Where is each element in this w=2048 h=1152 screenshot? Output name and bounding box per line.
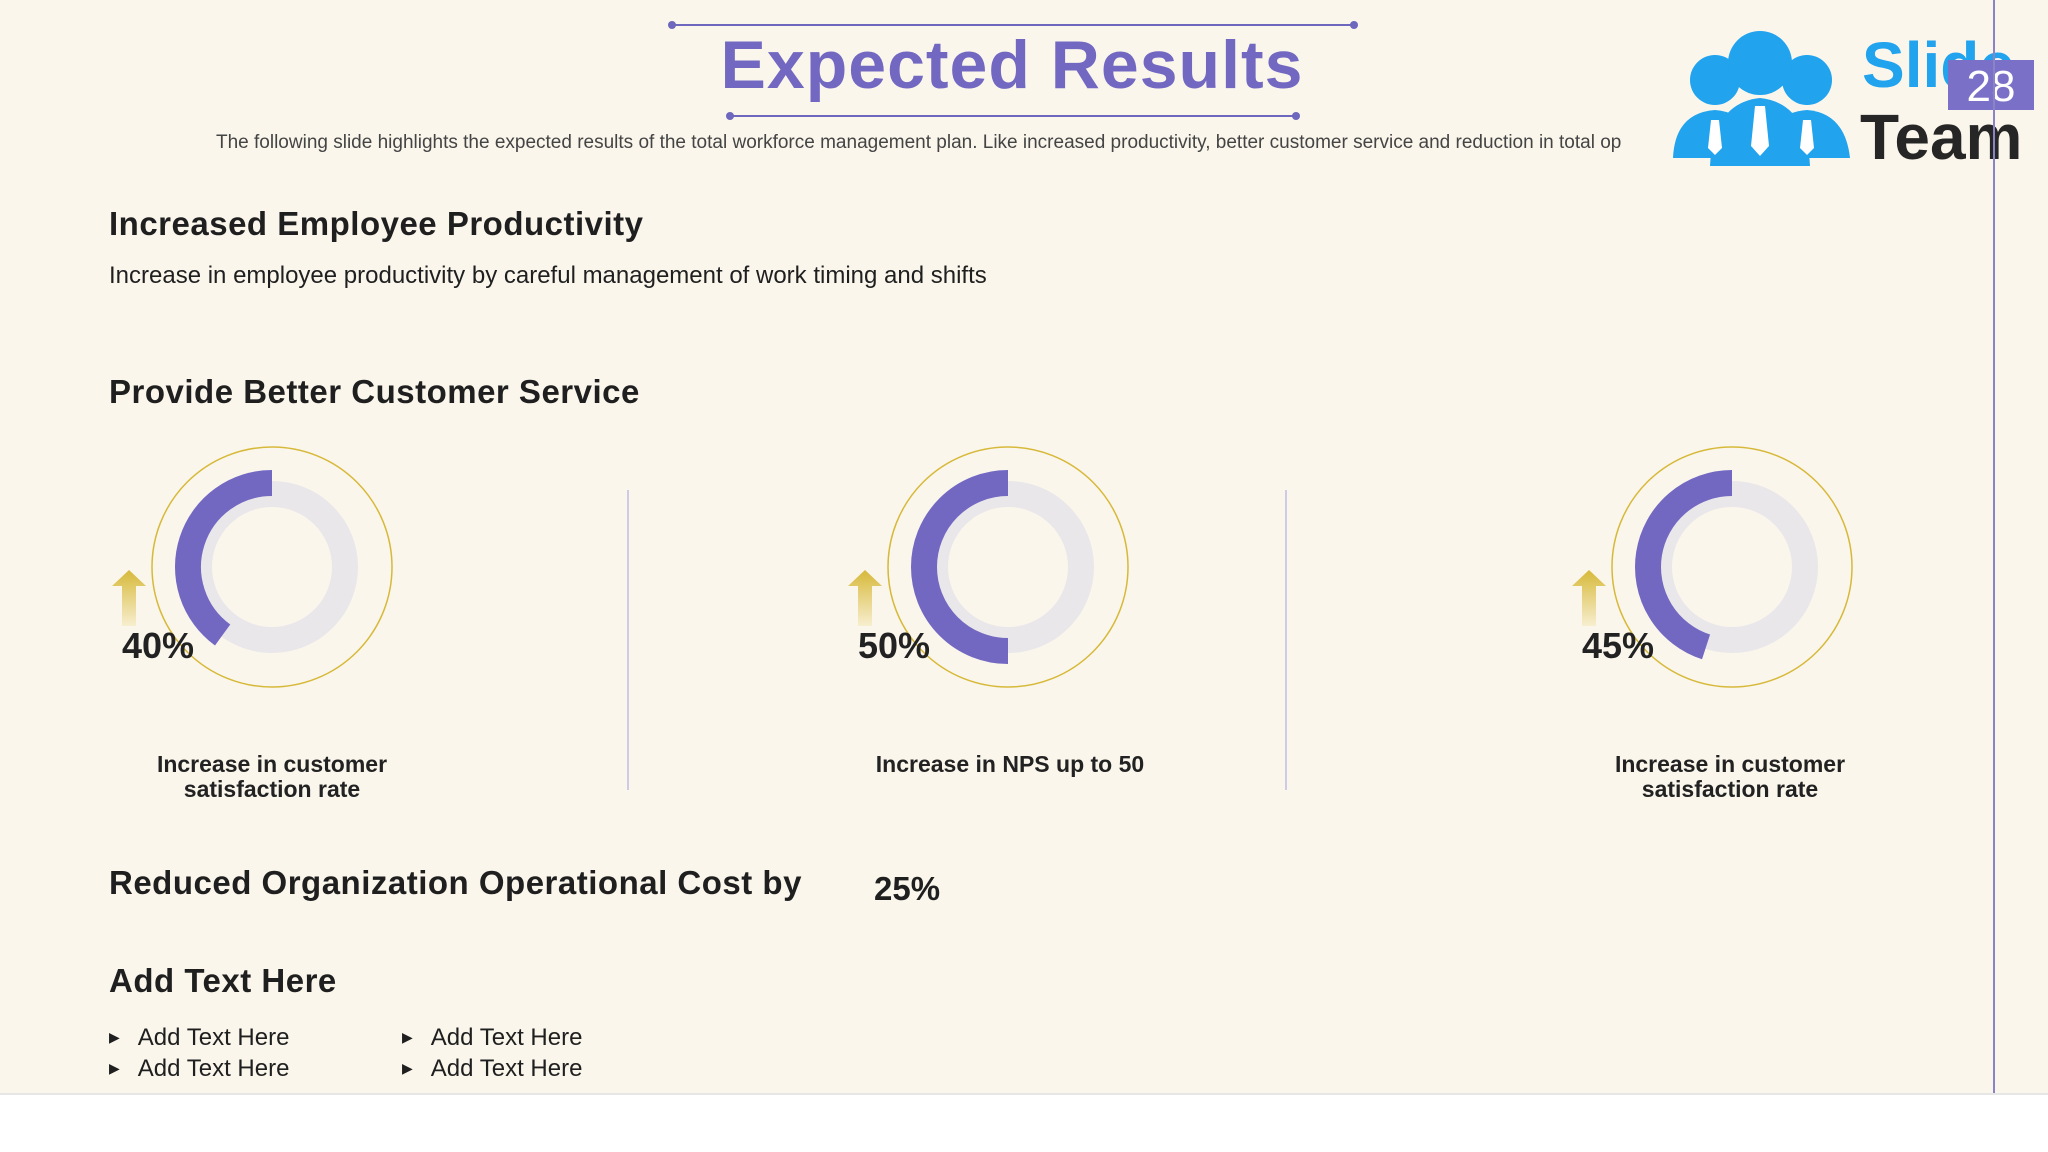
logo-text-team: Team	[1860, 101, 2023, 173]
bullet-triangle-icon: ▶	[402, 1029, 413, 1045]
arrow-shape	[112, 570, 146, 626]
slide: Expected Results The following slide hig…	[0, 0, 2048, 1093]
arrow-shape	[848, 570, 882, 626]
up-arrow-icon	[848, 570, 882, 626]
metric-caption: Increase in customer satisfaction rate	[156, 751, 388, 802]
subtitle: The following slide highlights the expec…	[216, 132, 1622, 153]
bullet-text: Add Text Here	[430, 1055, 583, 1082]
bullet-item: ▶ Add Text Here	[402, 1055, 582, 1083]
metric-value: 50%	[858, 625, 931, 666]
right-rule	[1993, 0, 1995, 1093]
metric-value: 40%	[122, 625, 195, 666]
productivity-text: Increase in employee productivity by car…	[109, 262, 987, 289]
bullet-text: Add Text Here	[137, 1024, 290, 1051]
metric-value: 45%	[1582, 625, 1655, 666]
donut-value-arc	[175, 470, 273, 646]
heading-productivity: Increased Employee Productivity	[109, 205, 644, 242]
bullet-item: ▶ Add Text Here	[109, 1024, 289, 1052]
arrow-shape	[1572, 570, 1606, 626]
column-divider	[627, 490, 629, 790]
up-arrow-icon	[112, 570, 146, 626]
bottom-edge	[0, 1093, 2048, 1095]
bullet-triangle-icon: ▶	[402, 1060, 413, 1076]
bullet-item: ▶ Add Text Here	[109, 1055, 289, 1083]
page-title: Expected Results	[720, 27, 1304, 103]
gauge-nps-50	[848, 440, 1148, 700]
donut-chart	[848, 446, 1129, 688]
outer-ring	[1611, 446, 1853, 688]
heading-cost: Reduced Organization Operational Cost by	[109, 864, 802, 901]
bullet-item: ▶ Add Text Here	[402, 1024, 582, 1052]
bullet-text: Add Text Here	[430, 1024, 583, 1051]
metric-caption: Increase in NPS up to 50	[875, 751, 1145, 777]
heading-add-text: Add Text Here	[109, 962, 337, 999]
title-top-rule	[668, 21, 1358, 29]
up-arrow-icon	[1572, 570, 1606, 626]
heading-customer-service: Provide Better Customer Service	[109, 373, 640, 410]
donut-chart	[112, 446, 393, 688]
metric-caption: Increase in customer satisfaction rate	[1614, 751, 1846, 802]
bullet-triangle-icon: ▶	[109, 1029, 120, 1045]
column-divider	[1285, 490, 1287, 790]
page-number: 28	[1948, 60, 2034, 111]
cost-value: 25%	[874, 870, 941, 907]
outer-ring	[151, 446, 393, 688]
donut-value-arc	[911, 470, 1009, 664]
bullet-text: Add Text Here	[137, 1055, 290, 1082]
people-group-icon	[1673, 31, 1850, 166]
donut-chart	[1572, 446, 1853, 688]
donut-value-arc	[1635, 470, 1733, 660]
outer-ring	[887, 446, 1129, 688]
bullet-triangle-icon: ▶	[109, 1060, 120, 1076]
title-bottom-rule	[726, 112, 1300, 120]
gauge-satisfaction-40	[112, 440, 412, 700]
gauge-satisfaction-45	[1572, 440, 1872, 700]
